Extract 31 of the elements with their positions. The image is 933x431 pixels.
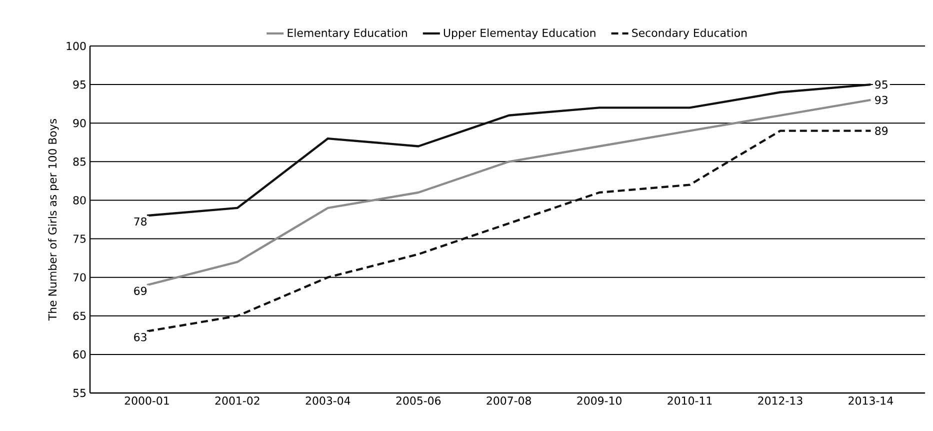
x-tick-label: 2003-04 [306,396,350,405]
y-tick-label: 70 [73,273,86,282]
line-series [146,98,872,286]
data-label: 69 [134,286,147,296]
y-tick-label: 90 [73,118,86,128]
data-label: 89 [875,126,888,135]
y-axis-title: The Number of Girls as per 100 Boys [48,118,59,321]
y-tick-label: 100 [66,42,86,50]
y-tick-label: 65 [73,312,86,320]
x-tick-label: 2007-08 [486,396,531,405]
x-tick-label: 2009-10 [577,396,622,405]
x-tick-label: 2000-01 [124,396,169,405]
x-tick-label: 2012-13 [758,396,802,405]
x-tick-label: 2001-02 [215,396,260,405]
data-label: 78 [134,217,147,226]
x-tick-label: 2005-06 [396,396,441,405]
data-label: 63 [134,333,146,342]
legend-label: Secondary Education [632,28,747,40]
legend-label: Upper Elementay Education [444,28,596,40]
y-tick-label: 55 [73,388,86,398]
legend-label: Elementary Education [288,28,407,40]
line-series [146,130,872,332]
data-label: 93 [875,96,888,104]
x-tick-label: 2013-14 [848,396,893,405]
y-tick-label: 75 [73,234,86,243]
y-tick-label: 85 [73,158,86,166]
y-tick-label: 60 [73,350,86,359]
data-label: 95 [875,80,888,89]
y-tick-label: 95 [73,80,86,89]
y-tick-label: 80 [73,196,86,204]
x-tick-label: 2010-11 [668,396,712,405]
